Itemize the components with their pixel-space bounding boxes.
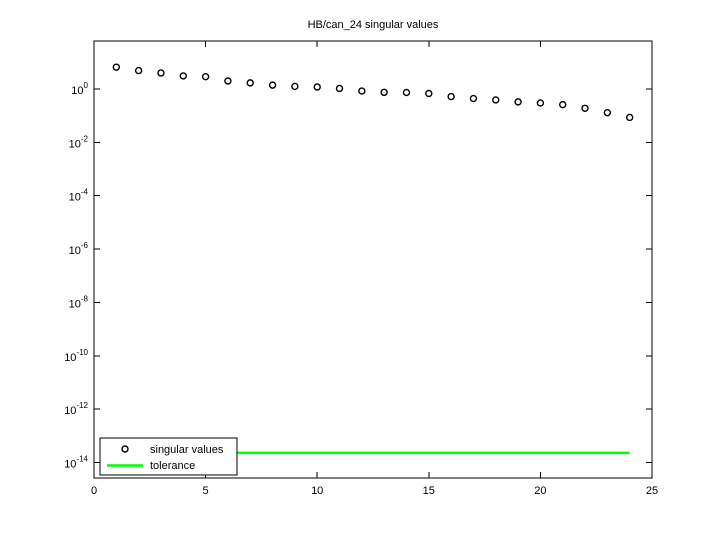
data-point: [224, 77, 232, 85]
data-point: [134, 66, 143, 75]
data-point: [380, 88, 388, 97]
y-tick-label: 10-2: [69, 134, 89, 150]
plot-area: 0 5 10 15 20 25 100 10-2 10-4 10-6 10-8 10-10 10-12 1…: [64, 40, 658, 497]
data-point: [581, 104, 589, 112]
legend-label-singular-values: singular values: [150, 444, 224, 456]
legend-box: [99, 437, 238, 476]
y-tick-label: 100: [71, 81, 88, 97]
y-tick-label: 10-6: [69, 241, 89, 257]
data-point: [402, 88, 411, 97]
y-tick-label: 10-4: [69, 188, 89, 204]
data-point: [201, 72, 210, 81]
data-point: [469, 94, 478, 103]
data-point: [335, 84, 344, 93]
x-tick-label: 25: [646, 485, 658, 497]
chart-title: HB/can_24 singular values: [308, 19, 439, 31]
data-point: [625, 113, 634, 122]
data-point: [603, 108, 612, 117]
legend-marker-circle-icon: [121, 445, 129, 453]
data-point: [514, 98, 522, 106]
y-tick-label: 10-10: [64, 348, 88, 364]
data-point: [112, 63, 121, 71]
data-point: [447, 92, 455, 101]
x-tick-label: 15: [423, 485, 435, 497]
data-point: [268, 81, 277, 89]
y-tick-label: 10-12: [64, 401, 88, 417]
x-tick-label: 10: [311, 485, 323, 497]
legend: singular values tolerance: [99, 437, 238, 476]
data-point: [291, 82, 299, 91]
x-tick-label: 5: [203, 485, 209, 497]
data-point: [492, 96, 500, 104]
plot-box: [93, 40, 653, 479]
data-point: [179, 72, 187, 80]
legend-label-tolerance: tolerance: [150, 460, 195, 472]
data-point: [559, 100, 567, 109]
data-point: [425, 89, 433, 98]
x-tick-label: 20: [534, 485, 546, 497]
data-point: [536, 99, 545, 107]
data-point: [157, 69, 165, 77]
data-point: [246, 79, 254, 87]
x-tick-label: 0: [91, 485, 97, 497]
data-point: [358, 87, 366, 95]
data-point: [313, 83, 321, 91]
y-tick-label: 10-8: [69, 294, 89, 310]
y-tick-label: 10-14: [64, 455, 88, 471]
